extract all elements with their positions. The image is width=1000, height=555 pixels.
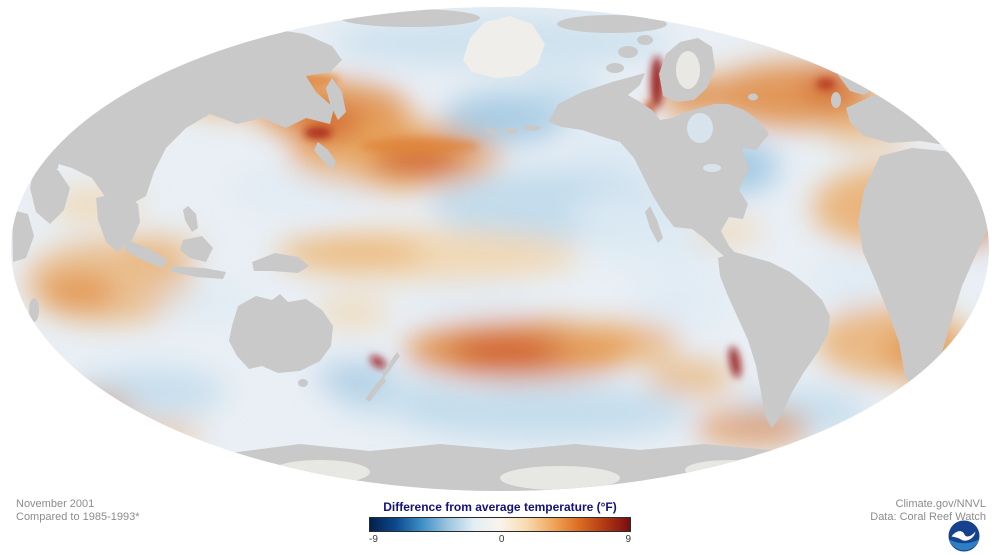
legend-tick-mid: 0: [498, 534, 505, 545]
landmass-new-zealand-north: [382, 352, 400, 378]
antarctic-ice: [685, 460, 775, 480]
legend: Difference from average temperature (°F)…: [369, 500, 631, 545]
arctic-island: [618, 46, 638, 58]
credits-block: Climate.gov/NNVL Data: Coral Reef Watch: [870, 498, 986, 524]
landmass-java: [171, 266, 226, 279]
landmass-india: [30, 168, 70, 224]
date-block: November 2001 Compared to 1985-1993*: [16, 498, 140, 524]
baseline-label: Compared to 1985-1993*: [16, 511, 140, 523]
antarctic-ice: [270, 460, 370, 484]
noaa-logo: [948, 520, 980, 552]
landmass-madagascar: [29, 298, 39, 322]
date-label: November 2001: [16, 498, 95, 510]
legend-tick-max: 9: [625, 534, 631, 545]
greenland-ice: [676, 51, 700, 89]
landmass-sumatra: [124, 240, 168, 268]
landmass-north-america: [548, 73, 769, 262]
landmass-borneo: [180, 236, 213, 262]
great-lakes: [703, 164, 721, 172]
legend-title: Difference from average temperature (°F): [383, 500, 617, 514]
landmass-new-guinea: [252, 253, 309, 273]
landmass-africa: [858, 148, 989, 391]
hudson-bay: [687, 113, 713, 143]
landmass-east-africa: [12, 210, 34, 262]
credit-source: Climate.gov/NNVL: [895, 498, 986, 510]
landmass-tasmania: [298, 379, 308, 387]
antarctic-ice: [500, 466, 620, 490]
legend-colorbar: [369, 517, 631, 532]
landmass-japan: [314, 142, 336, 170]
arctic-coast-strip: [340, 9, 480, 27]
landmass-britain: [831, 92, 841, 108]
arctic-coast-strip: [557, 15, 667, 33]
landmass-philippines: [183, 206, 198, 232]
landmass-baja: [645, 206, 663, 243]
landmass-new-zealand-south: [365, 376, 386, 402]
landmass-australia: [229, 294, 333, 373]
arctic-island: [637, 35, 653, 45]
arctic-sea-ice: [463, 16, 545, 78]
arctic-island: [606, 63, 624, 73]
landmass-southeast-asia: [96, 192, 140, 252]
aleutian-island: [486, 128, 498, 134]
aleutian-island: [523, 125, 541, 131]
noaa-logo-icon: [948, 520, 980, 552]
landmass-south-america: [718, 252, 830, 428]
credit-data: Data: Coral Reef Watch: [870, 511, 986, 523]
aleutian-island: [504, 128, 518, 134]
legend-ticks: -9 0 9: [369, 534, 631, 545]
lakes-and-ice: [270, 16, 775, 490]
landmass-kamchatka: [326, 78, 346, 120]
landmass-iceland: [748, 93, 758, 101]
legend-tick-min: -9: [369, 534, 378, 545]
